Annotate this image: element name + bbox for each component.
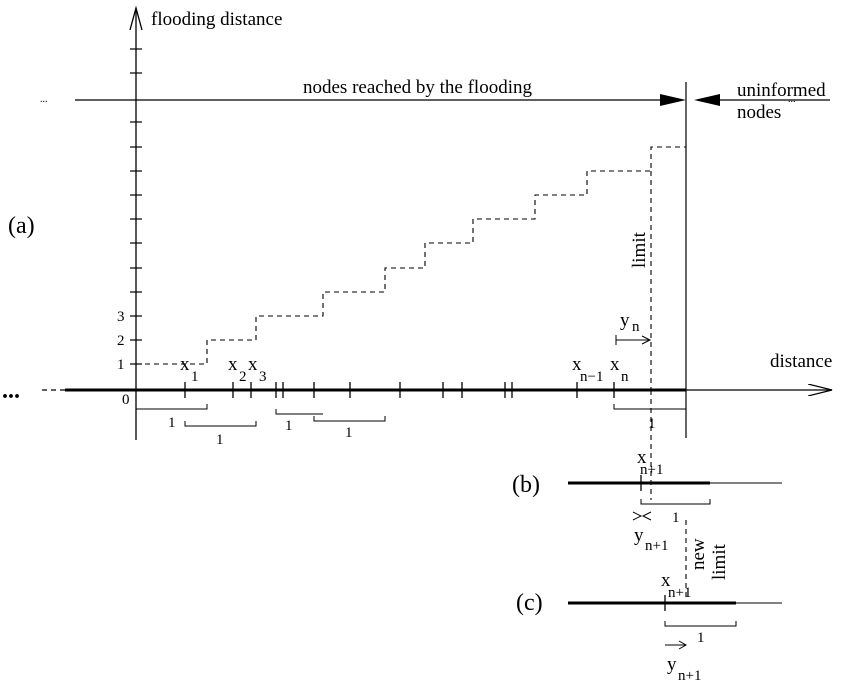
node-x3: x 3 bbox=[248, 354, 267, 385]
svg-text:n−1: n−1 bbox=[580, 369, 603, 385]
yb-arrows bbox=[632, 511, 652, 521]
node-xn: x n bbox=[610, 354, 629, 385]
unit-bracket-c bbox=[664, 621, 737, 627]
svg-text:1: 1 bbox=[191, 369, 199, 385]
new-limit-label: limit bbox=[709, 543, 730, 580]
svg-text:x: x bbox=[248, 354, 258, 375]
axis-ellipsis: ... bbox=[2, 378, 20, 404]
x-axis-label: distance bbox=[770, 351, 832, 372]
reached-label: nodes reached by the flooding bbox=[303, 77, 532, 98]
yn-arrow bbox=[615, 335, 652, 345]
unit-label-c: 1 bbox=[697, 630, 705, 646]
node-x2: x 2 bbox=[228, 354, 247, 385]
svg-text:y: y bbox=[620, 310, 630, 331]
svg-text:x: x bbox=[228, 354, 238, 375]
unit-label-3: 1 bbox=[285, 418, 293, 434]
yc-arrow bbox=[665, 640, 688, 650]
node-xn-1: x n−1 bbox=[572, 354, 603, 385]
svg-text:3: 3 bbox=[259, 369, 267, 385]
unit-bracket-b bbox=[640, 499, 711, 505]
panel-a-label: (a) bbox=[8, 213, 35, 239]
svg-text:x: x bbox=[180, 354, 190, 375]
right-ellipsis: ... bbox=[788, 94, 796, 105]
svg-text:y: y bbox=[634, 525, 644, 546]
panel-b-label: (b) bbox=[512, 472, 540, 498]
node-yn: y n bbox=[620, 310, 640, 335]
svg-text:n+1: n+1 bbox=[645, 538, 668, 554]
svg-text:x: x bbox=[637, 447, 647, 468]
node-xb: x n+1 bbox=[637, 447, 663, 478]
y-axis bbox=[129, 5, 143, 440]
svg-text:x: x bbox=[572, 354, 582, 375]
node-yb: y n+1 bbox=[634, 525, 668, 554]
unit-label-b: 1 bbox=[672, 510, 680, 526]
new-label: new bbox=[688, 538, 709, 570]
unit-label-1: 1 bbox=[168, 415, 176, 431]
unit-label-5: 1 bbox=[648, 416, 656, 432]
unit-brackets bbox=[135, 404, 687, 427]
node-x1: x 1 bbox=[180, 354, 199, 385]
svg-text:x: x bbox=[661, 570, 671, 591]
flooding-staircase bbox=[136, 146, 686, 365]
node-ticks bbox=[184, 382, 615, 398]
node-xc: x n+1 bbox=[661, 570, 691, 601]
y-tick-0: 0 bbox=[122, 392, 130, 408]
unit-label-2: 1 bbox=[216, 432, 224, 448]
node-yc: y n+1 bbox=[667, 654, 701, 684]
y-tick-1: 1 bbox=[117, 357, 125, 373]
y-axis-label: flooding distance bbox=[151, 9, 282, 30]
left-ellipsis: ... bbox=[40, 94, 48, 105]
svg-text:n: n bbox=[632, 319, 640, 335]
svg-text:x: x bbox=[610, 354, 620, 375]
uninformed-arrow bbox=[694, 94, 830, 106]
svg-text:n: n bbox=[621, 369, 629, 385]
reached-arrow bbox=[75, 94, 686, 106]
unit-label-4: 1 bbox=[345, 425, 353, 441]
uninformed-label: uninformed bbox=[737, 80, 826, 101]
limit-label: limit bbox=[629, 231, 650, 268]
svg-text:2: 2 bbox=[239, 369, 247, 385]
nodes-label: nodes bbox=[737, 102, 781, 123]
y-tick-3: 3 bbox=[117, 309, 125, 325]
svg-text:y: y bbox=[667, 654, 677, 675]
panel-c-label: (c) bbox=[516, 590, 543, 616]
svg-text:n+1: n+1 bbox=[678, 668, 701, 684]
svg-text:n+1: n+1 bbox=[640, 462, 663, 478]
svg-text:n+1: n+1 bbox=[668, 585, 691, 601]
y-tick-2: 2 bbox=[117, 333, 125, 349]
